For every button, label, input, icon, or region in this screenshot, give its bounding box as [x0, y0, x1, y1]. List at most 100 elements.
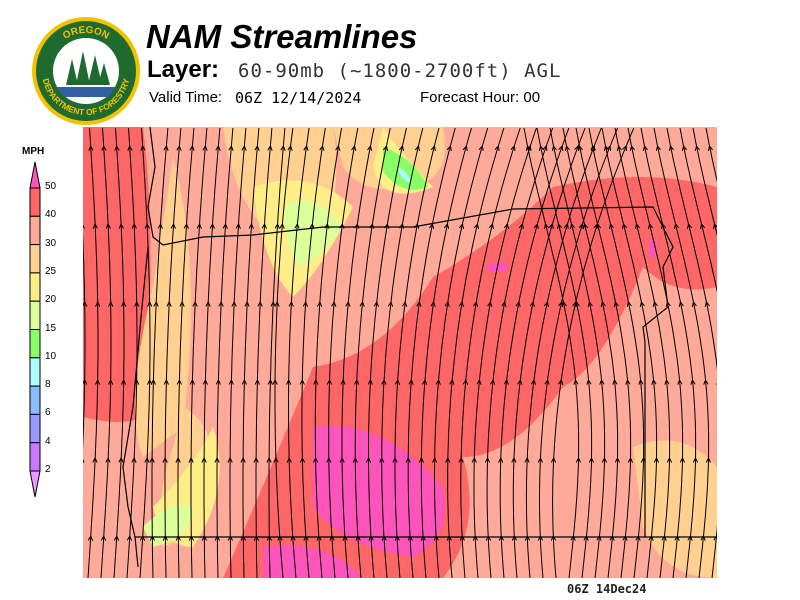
flow-arrow: [503, 222, 509, 229]
flow-arrow: [435, 378, 441, 385]
legend-tick-label: 6: [45, 407, 51, 419]
flow-arrow: [241, 378, 247, 385]
flow-arrow: [430, 300, 436, 307]
flow-arrow: [707, 144, 713, 151]
flow-arrow: [227, 456, 233, 463]
flow-arrow: [280, 144, 286, 151]
flow-arrow: [578, 222, 584, 230]
streamline: [113, 127, 125, 578]
flow-arrow: [691, 300, 697, 307]
flow-arrow: [126, 534, 133, 541]
streamline: [381, 127, 424, 578]
streamline: [407, 127, 456, 578]
flow-arrow: [235, 222, 241, 229]
flow-arrow: [703, 378, 709, 385]
flow-arrow: [183, 222, 189, 229]
flow-arrow: [100, 534, 107, 541]
flow-arrow: [339, 456, 345, 463]
streamline: [394, 127, 440, 578]
flow-arrow: [621, 222, 628, 229]
flow-arrow: [228, 144, 234, 151]
flow-arrow: [113, 534, 120, 541]
flow-arrow: [563, 222, 569, 230]
flow-arrow: [402, 300, 408, 307]
flow-arrow: [189, 144, 195, 151]
state-borders: [122, 127, 717, 568]
flow-arrow: [616, 144, 622, 151]
flow-arrow: [202, 378, 208, 385]
flow-arrow: [569, 222, 576, 229]
flow-arrow: [484, 456, 491, 463]
flow-arrow: [257, 300, 263, 307]
streamline: [536, 127, 593, 578]
flow-arrow: [558, 378, 564, 385]
flow-arrow: [639, 300, 645, 307]
flow-arrow: [712, 222, 717, 229]
oregon-forestry-logo: OREGON DEPARTMENT OF FORESTRY: [32, 17, 140, 125]
flow-arrow: [544, 378, 550, 385]
color-legend: [29, 161, 41, 498]
streamline: [486, 127, 554, 578]
flow-arrow: [692, 456, 699, 463]
legend-swatch: [29, 215, 41, 246]
flow-arrow: [127, 144, 133, 151]
flow-arrow: [543, 300, 550, 307]
flow-arrow: [471, 456, 477, 463]
flow-arrow: [201, 534, 207, 541]
flow-arrow: [105, 222, 111, 229]
flow-arrow: [622, 144, 627, 152]
flow-arrow: [586, 378, 592, 385]
flow-arrow: [614, 456, 621, 463]
flow-arrow: [525, 144, 531, 151]
flow-arrow: [215, 144, 221, 151]
flow-arrow: [405, 456, 411, 463]
flow-arrow: [677, 378, 683, 385]
flow-arrow: [487, 300, 493, 307]
flow-arrow: [294, 222, 300, 229]
flow-arrow: [83, 458, 85, 463]
flow-arrow: [538, 144, 544, 151]
flow-arrow: [326, 378, 333, 385]
flow-arrow: [287, 144, 293, 151]
forecast-hour: Forecast Hour: 00: [420, 89, 541, 106]
flow-arrow: [472, 300, 479, 307]
flow-arrow: [240, 534, 246, 541]
flow-arrow: [345, 300, 351, 307]
flow-arrow: [286, 378, 292, 385]
flow-arrow: [459, 534, 465, 541]
flow-arrow: [299, 378, 305, 385]
legend-unit: MPH: [22, 146, 45, 157]
flow-arrow: [462, 378, 469, 385]
flow-arrow: [379, 456, 385, 463]
flow-arrow: [367, 144, 373, 151]
flow-arrow: [139, 534, 146, 541]
flow-arrow: [201, 456, 207, 463]
streamline: [692, 127, 717, 237]
flow-arrow: [261, 222, 267, 229]
streamline: [512, 127, 586, 578]
flow-arrow: [326, 456, 332, 463]
streamline: [164, 127, 182, 578]
flow-arrow: [608, 222, 615, 229]
flow-arrow: [478, 144, 484, 152]
flow-arrow: [157, 222, 163, 229]
flow-arrow: [485, 534, 491, 541]
flow-arrow: [227, 534, 233, 541]
flow-arrow: [518, 222, 524, 230]
flow-arrow: [365, 456, 372, 463]
legend-swatch: [29, 442, 41, 472]
flow-arrow: [83, 224, 85, 229]
flow-arrow: [498, 456, 504, 463]
flow-arrow: [340, 378, 346, 385]
streamline: [640, 127, 697, 578]
legend-tick-label: 10: [45, 350, 57, 362]
flow-arrow: [674, 534, 680, 541]
flow-arrow: [150, 378, 156, 385]
flow-arrow: [290, 534, 296, 541]
streamline: [151, 127, 169, 578]
streamline: [575, 127, 632, 578]
flow-arrow: [551, 144, 557, 151]
flow-arrow: [556, 222, 563, 229]
flow-arrow: [445, 456, 451, 463]
flow-arrow: [510, 144, 516, 152]
